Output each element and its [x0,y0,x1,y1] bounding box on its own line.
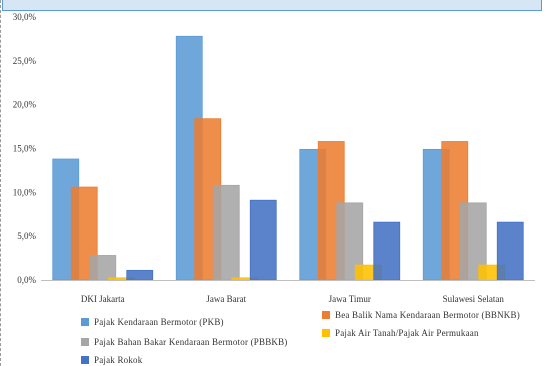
legend-swatch-pbbkb [81,338,89,346]
bar-jawa-barat-pajak-rokok [249,199,277,281]
legend-item-rokok: Pajak Rokok [81,355,142,365]
bar-jawa-barat-pajak-bahan-bakar-kendaraan-bermotor-pbbkb [212,184,240,281]
legend-label-pbbkb: Pajak Bahan Bakar Kendaraan Bermotor (PB… [94,337,288,347]
legend-label-rokok: Pajak Rokok [94,355,143,365]
legend-label-pat: Pajak Air Tanah/Pajak Air Permukaan [335,328,479,338]
x-tick-label: DKI Jakarta [81,294,125,304]
y-tick-label: 10,0% [13,187,37,197]
x-tick-label: Jawa Barat [206,294,246,304]
legend-label-bbnkb: Bea Balik Nama Kendaraan Bermotor (BBNKB… [335,310,520,320]
legend-item-pkb: Pajak Kendaraan Bermotor (PKB) [81,317,224,327]
bar-dki-jakarta-pajak-rokok [126,269,154,281]
y-tick-label: 30,0% [13,12,37,22]
y-axis: 0,0% 5,0% 10,0% 15,0% 20,0% 25,0% 30,0% [13,12,37,285]
x-tick-label: Jawa Timur [329,294,371,304]
x-tick-label: Sulawesi Selatan [443,294,505,304]
bar-series-group [52,35,524,281]
caption-box [2,0,542,11]
y-tick-label: 15,0% [13,144,37,154]
legend-item-bbnkb: Bea Balik Nama Kendaraan Bermotor (BBNKB… [322,310,520,320]
bar-jawa-timur-pajak-rokok [373,221,401,281]
x-axis: DKI Jakarta Jawa Barat Jawa Timur Sulawesi … [81,294,504,304]
legend-label-pkb: Pajak Kendaraan Bermotor (PKB) [94,317,224,327]
y-tick-label: 25,0% [13,56,37,66]
legend-item-pat: Pajak Air Tanah/Pajak Air Permukaan [322,328,479,338]
legend-swatch-bbnkb [322,311,330,319]
y-tick-label: 0,0% [17,275,36,285]
legend-swatch-pkb [81,318,89,326]
page-edge-line [0,0,1,366]
legend-swatch-pat [322,329,330,337]
bar-sulawesi-selatan-pajak-rokok [496,221,524,281]
y-tick-label: 5,0% [17,231,36,241]
legend-swatch-rokok [81,356,89,364]
bar-dki-jakarta-pajak-bahan-bakar-kendaraan-bermotor-pbbkb [89,255,117,281]
legend-item-pbbkb: Pajak Bahan Bakar Kendaraan Bermotor (PB… [81,337,288,347]
y-tick-label: 20,0% [13,100,37,110]
